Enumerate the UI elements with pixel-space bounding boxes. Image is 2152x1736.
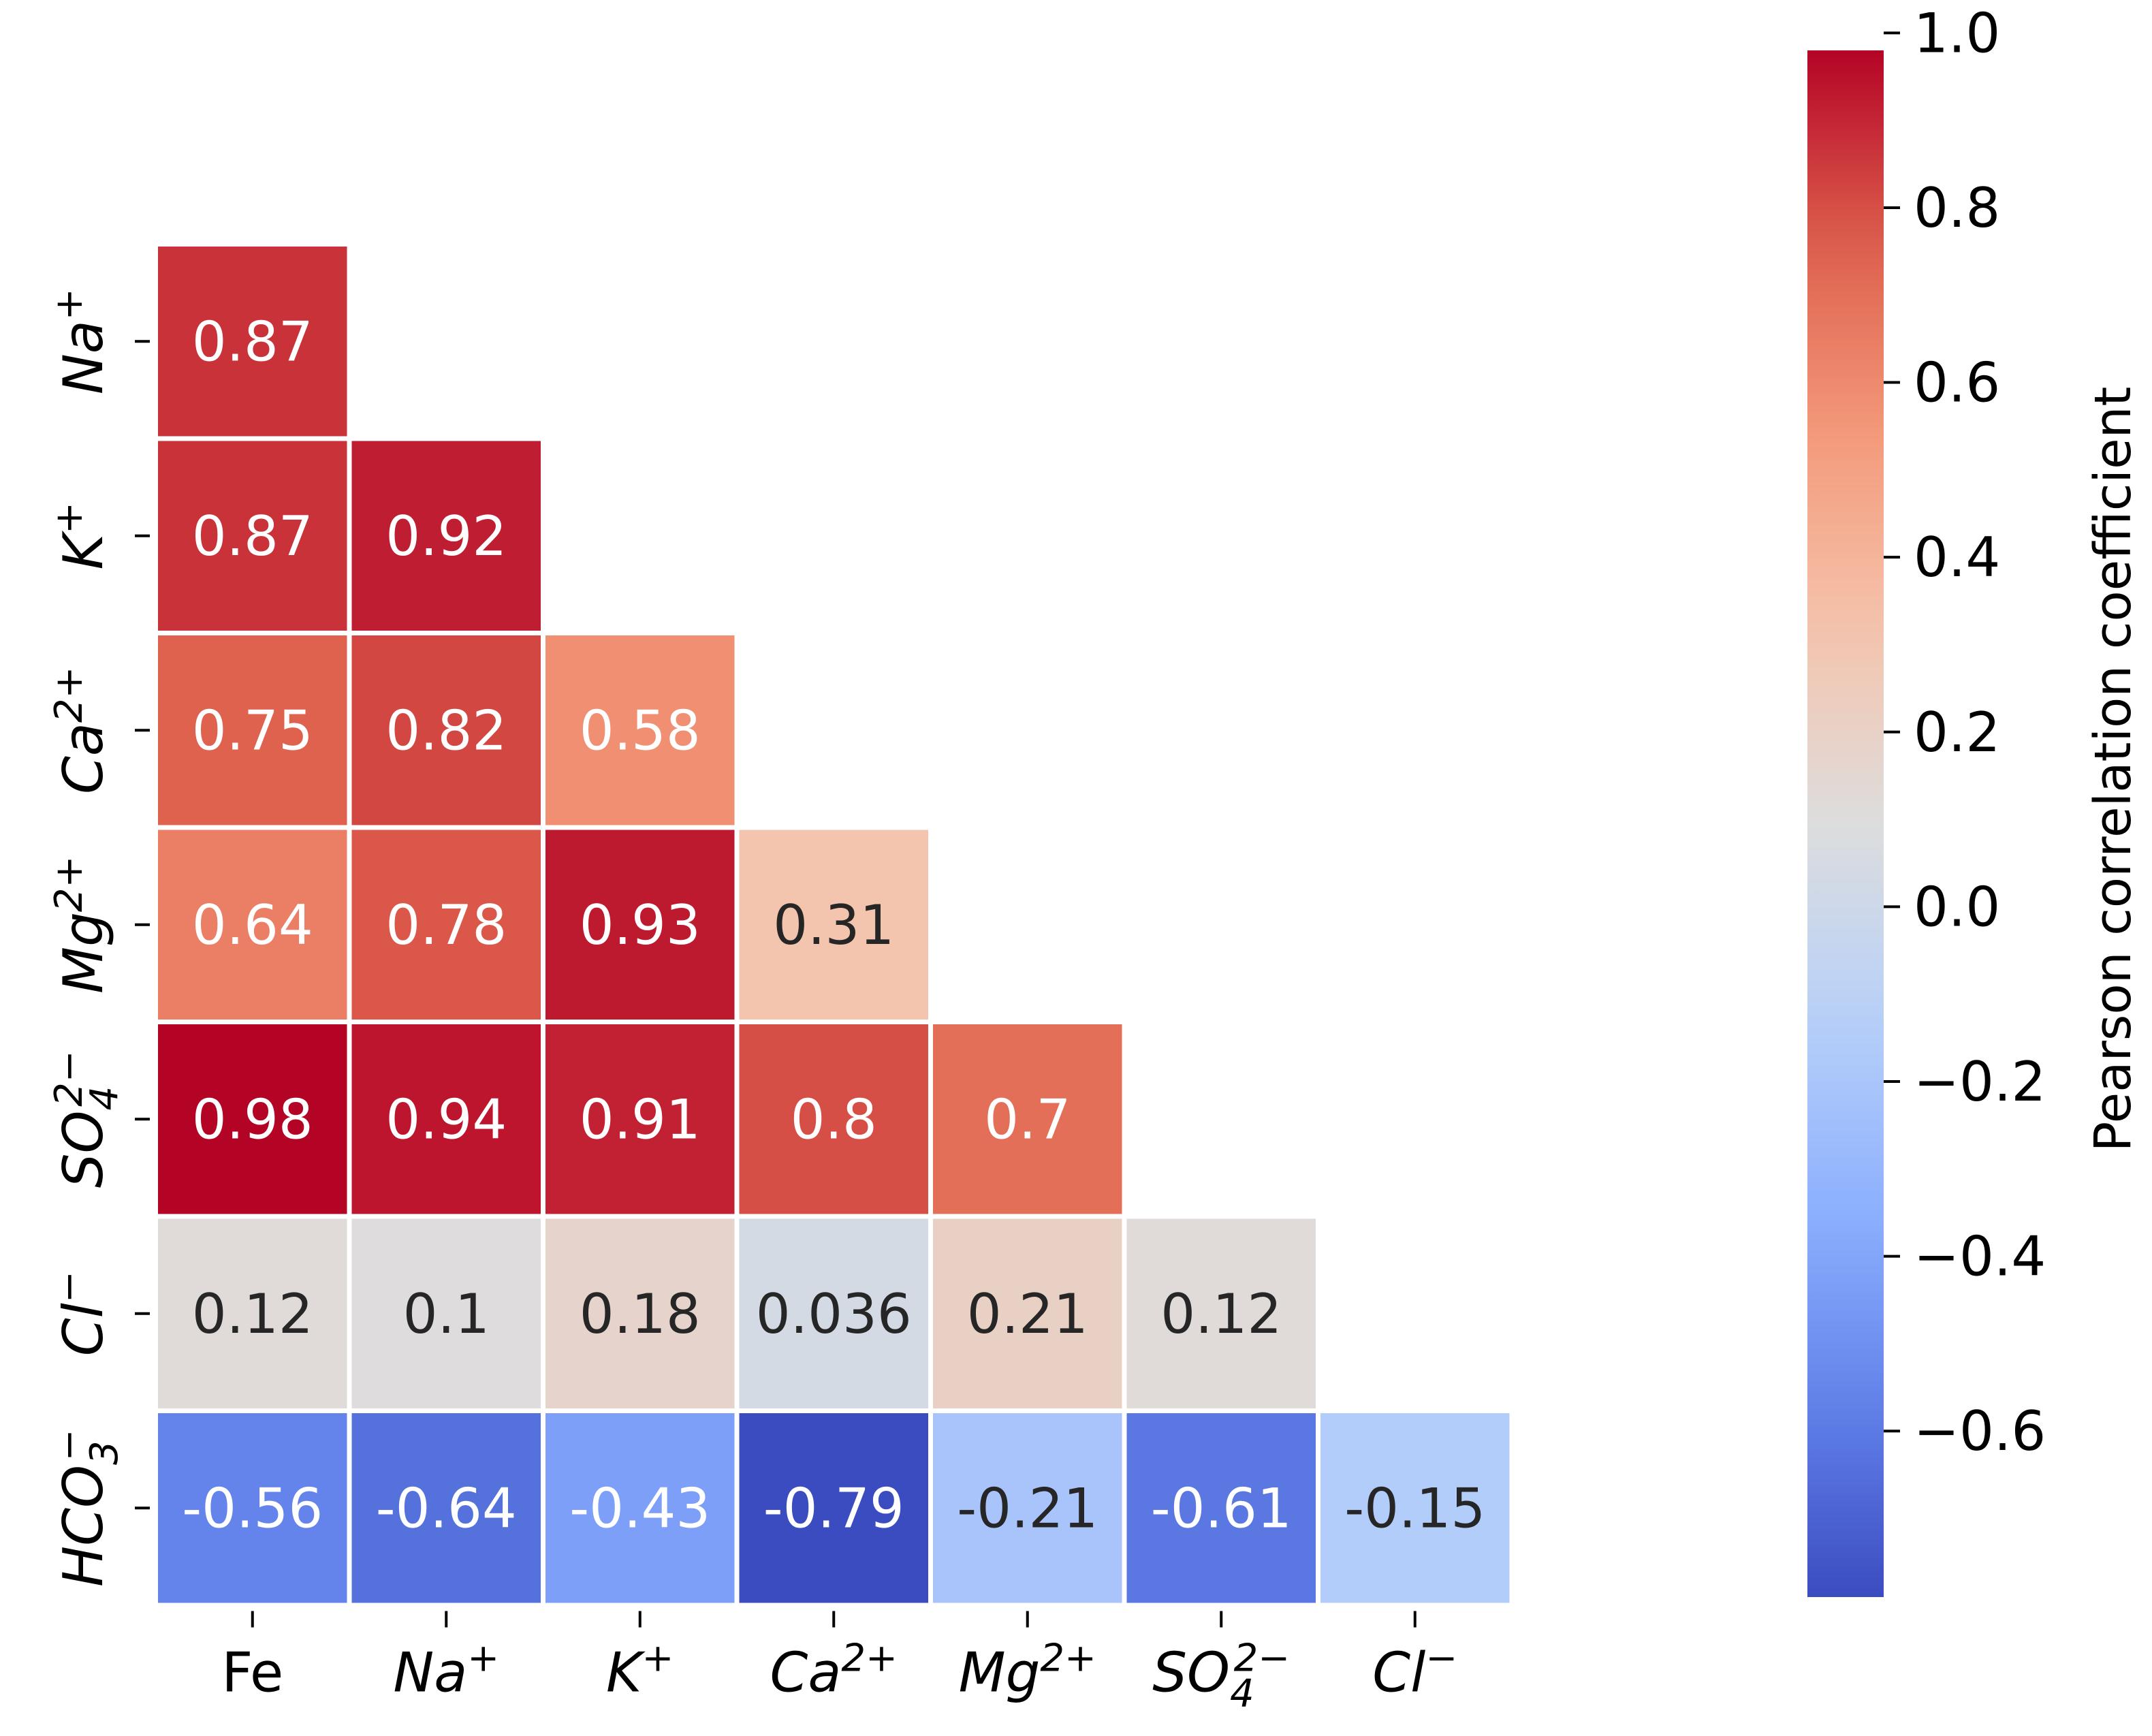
x-axis: Fe Na+ K+ Ca2+ Mg2+ SO42− Cl− xyxy=(221,1611,1457,1716)
cell-value-label: 0.8 xyxy=(791,1088,877,1151)
cell-value-label: -0.15 xyxy=(1344,1477,1485,1540)
x-tick-label: Cl− xyxy=(1372,1637,1457,1705)
colorbar-tick-label: 0.8 xyxy=(1914,176,2000,240)
cell-value-label: -0.61 xyxy=(1151,1477,1292,1540)
heatmap-cell xyxy=(351,635,541,825)
cell-value-label: -0.79 xyxy=(763,1477,904,1540)
cell-value-label: 0.21 xyxy=(967,1282,1088,1346)
x-tick-label: Fe xyxy=(221,1641,283,1705)
heatmap-cell xyxy=(158,441,347,631)
x-tick-label: Ca2+ xyxy=(770,1637,898,1705)
y-tick-label: Cl− xyxy=(47,1271,115,1356)
cell-value-label: 0.64 xyxy=(192,894,313,957)
heatmap-cell xyxy=(158,1413,347,1603)
colorbar-tick-label: −0.4 xyxy=(1914,1225,2046,1289)
heatmap-cell xyxy=(545,1024,735,1214)
x-tick-label: SO42− xyxy=(1152,1637,1290,1716)
heatmap-cell xyxy=(351,1413,541,1603)
cell-value-label: 0.87 xyxy=(192,505,313,568)
cell-value-label: -0.64 xyxy=(376,1477,517,1540)
cell-value-label: 0.92 xyxy=(385,505,507,568)
cell-value-label: 0.78 xyxy=(385,894,507,957)
cell-value-label: 0.7 xyxy=(984,1088,1071,1151)
colorbar: 1.0 0.8 0.6 0.4 0.2 0.0 −0.2 −0.4 −0.6 Pearson co… xyxy=(1807,1,2142,1597)
heatmap-cell xyxy=(739,1413,928,1603)
heatmap-cell xyxy=(739,830,928,1020)
cell-value-label: -0.21 xyxy=(957,1477,1098,1540)
cell-value-label: 0.94 xyxy=(385,1088,507,1151)
cell-value-label: 0.036 xyxy=(756,1282,912,1346)
heatmap-cell xyxy=(933,1218,1122,1408)
y-tick-label: Ca2+ xyxy=(47,667,115,794)
cell-value-label: 0.98 xyxy=(192,1088,313,1151)
heatmap-cell xyxy=(158,1024,347,1214)
colorbar-tick-label: 0.2 xyxy=(1914,701,2000,764)
colorbar-tick-label: −0.6 xyxy=(1914,1400,2046,1463)
cell-value-label: 0.75 xyxy=(192,699,313,762)
colorbar-tick-label: 0.6 xyxy=(1914,351,2000,415)
heatmap-cell xyxy=(545,1413,735,1603)
y-tick-label: Mg2+ xyxy=(47,856,115,994)
heatmap-cell xyxy=(158,635,347,825)
heatmap-cell xyxy=(933,1024,1122,1214)
cell-value-label: 0.58 xyxy=(580,699,701,762)
colorbar-tick-label: 1.0 xyxy=(1914,1,2000,65)
colorbar-tick-label: 0.4 xyxy=(1914,526,2000,589)
heatmap-cell xyxy=(351,830,541,1020)
heatmap-cell xyxy=(739,1218,928,1408)
cell-value-label: -0.56 xyxy=(182,1477,323,1540)
y-tick-label: SO42− xyxy=(47,1050,127,1188)
heatmap-cell xyxy=(351,441,541,631)
heatmap-cell xyxy=(158,247,347,437)
cell-value-label: 0.1 xyxy=(403,1282,490,1346)
heatmap-cell xyxy=(351,1218,541,1408)
heatmap-cell xyxy=(933,1413,1122,1603)
cell-value-label: 0.31 xyxy=(773,894,894,957)
cell-value-label: 0.93 xyxy=(580,894,701,957)
cell-value-label: -0.43 xyxy=(569,1477,710,1540)
colorbar-tick-label: −0.2 xyxy=(1914,1050,2046,1114)
heatmap-cell xyxy=(158,830,347,1020)
y-tick-label: HCO3− xyxy=(47,1429,127,1587)
heatmap-cell xyxy=(351,1024,541,1214)
cell-value-label: 0.12 xyxy=(192,1282,313,1346)
heatmap-cell xyxy=(158,1218,347,1408)
y-tick-label: K+ xyxy=(47,502,115,569)
y-axis: Na+ K+ Ca2+ Mg2+ SO42− Cl− HCO3− xyxy=(47,288,150,1587)
heatmap-cell xyxy=(545,635,735,825)
heatmap-cell xyxy=(1320,1413,1510,1603)
heatmap-cell xyxy=(545,830,735,1020)
cell-value-label: 0.91 xyxy=(580,1088,701,1151)
heatmap-cell xyxy=(545,1218,735,1408)
x-tick-label: Na+ xyxy=(393,1637,499,1705)
colorbar-gradient xyxy=(1807,50,1884,1597)
cell-value-label: 0.82 xyxy=(385,699,507,762)
heatmap-cell xyxy=(739,1024,928,1214)
heatmap-cell xyxy=(1126,1413,1316,1603)
heatmap-cell xyxy=(1126,1218,1316,1408)
cell-value-label: 0.87 xyxy=(192,310,313,373)
colorbar-tick-label: 0.0 xyxy=(1914,875,2000,938)
x-tick-label: Mg2+ xyxy=(959,1637,1096,1705)
x-tick-label: K+ xyxy=(606,1637,674,1705)
heatmap-cells: 0.87 0.87 0.92 0.75 0.82 0.58 0.64 0.78 0.93 0.31… xyxy=(158,247,1510,1603)
colorbar-title: Pearson correlation coefficient xyxy=(2084,387,2142,1152)
y-tick-label: Na+ xyxy=(47,288,115,394)
cell-value-label: 0.18 xyxy=(580,1282,701,1346)
cell-value-label: 0.12 xyxy=(1160,1282,1282,1346)
